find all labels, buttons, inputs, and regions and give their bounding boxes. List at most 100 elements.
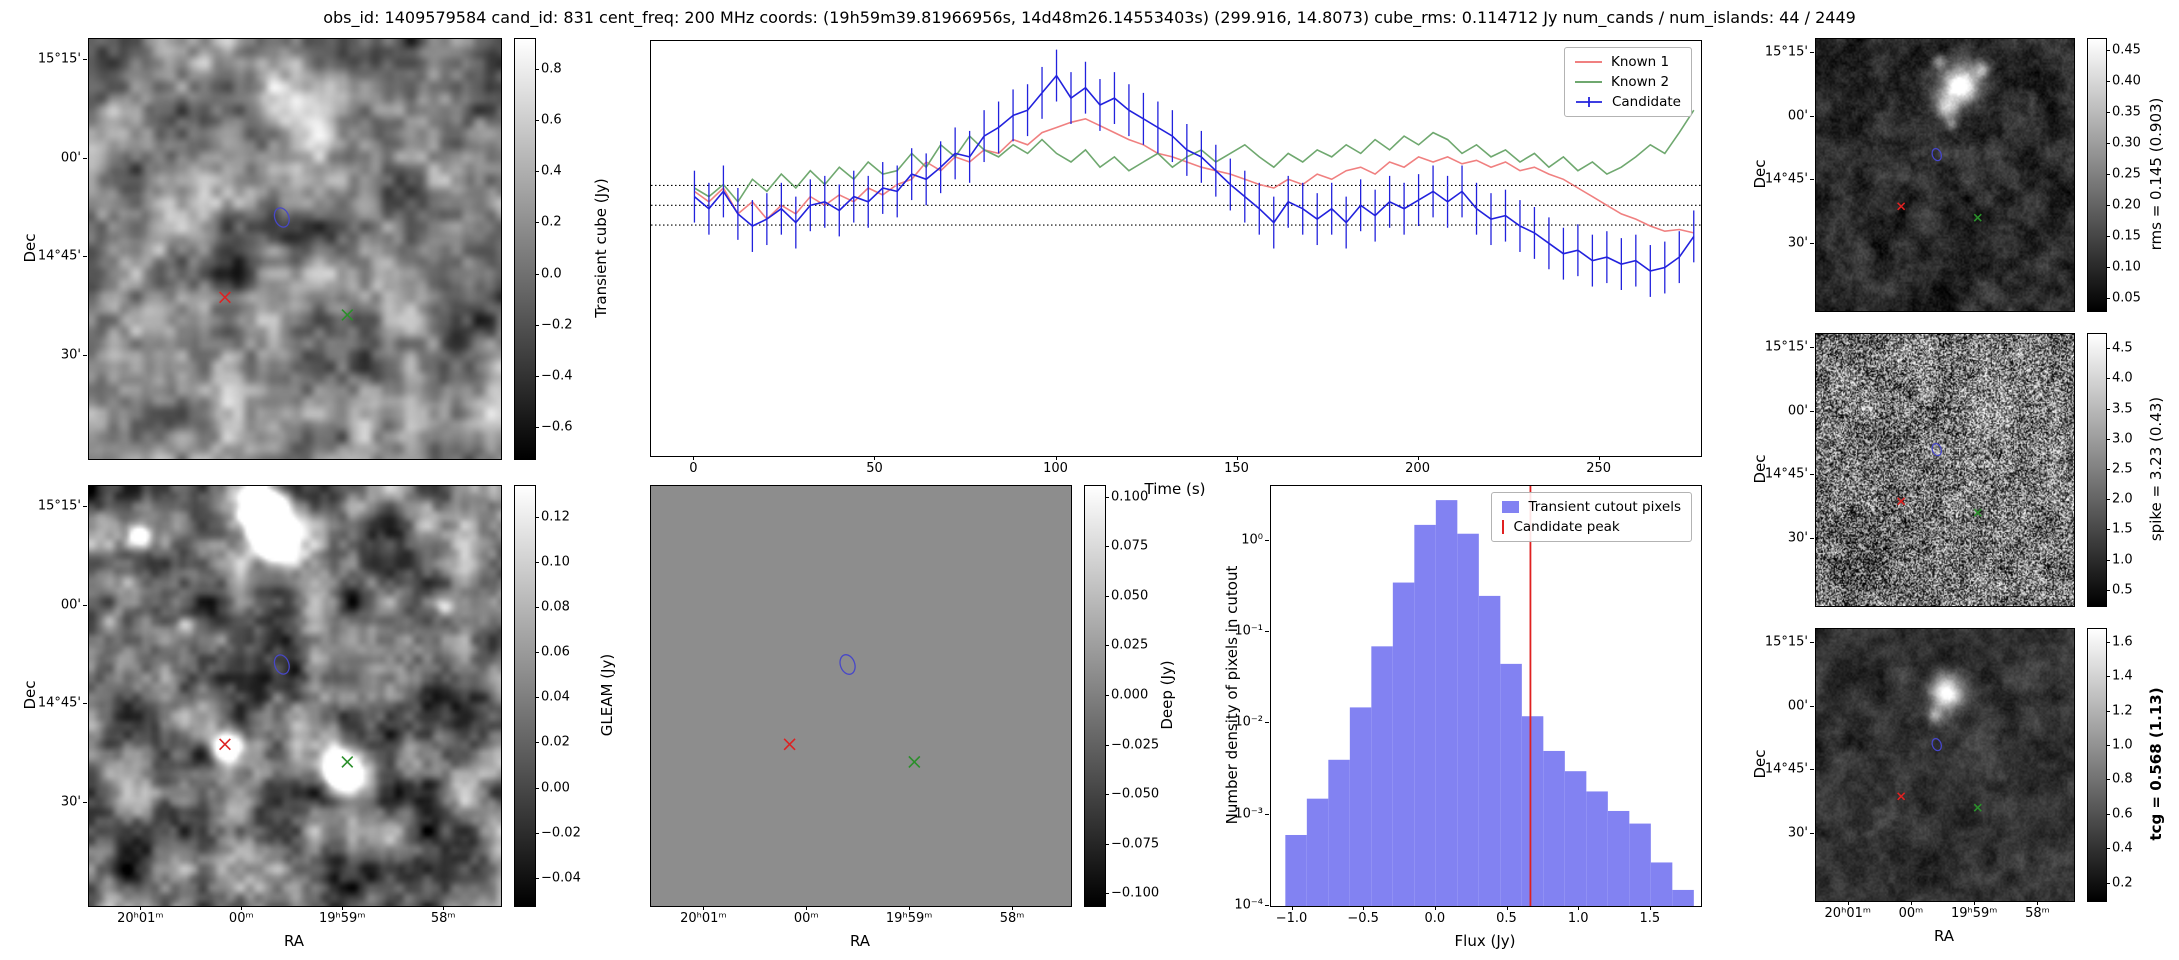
colorbar-tick-label: 0.05 [2112, 290, 2141, 306]
tick-mark [1434, 906, 1436, 910]
legend-label-known2: Known 2 [1610, 74, 1670, 90]
legend-item-known2: Known 2 [1574, 74, 1681, 90]
tick-mark [1291, 906, 1293, 910]
tick-mark [535, 171, 539, 173]
flux-axis-label: Flux (Jy) [1454, 932, 1516, 950]
colorbar-tick-label: 3.5 [2112, 401, 2133, 417]
tick-mark [909, 906, 911, 910]
tick-mark [1105, 794, 1109, 796]
dec-axis-label: Dec [21, 233, 39, 263]
tick-mark [1810, 769, 1814, 771]
dec-tick-label: 00' [1787, 403, 1808, 419]
tick-mark [1363, 906, 1365, 910]
tick-mark [83, 506, 87, 507]
tick-mark [2106, 848, 2110, 850]
tick-mark [874, 456, 876, 460]
dec-tick-label: 15°15' [37, 51, 81, 67]
candidate-errorbar-swatch [1575, 97, 1602, 107]
time-tick-label: 200 [1405, 461, 1430, 476]
tick-mark [2106, 559, 2110, 561]
time-tick-label: 150 [1224, 461, 1249, 476]
colorbar-tick-label: −0.4 [541, 368, 573, 384]
tick-mark [2106, 641, 2110, 643]
tick-mark [535, 516, 539, 518]
tick-mark [1265, 813, 1269, 815]
tcg-colorbar [2087, 628, 2107, 902]
tick-mark [2106, 882, 2110, 884]
tick-mark [83, 355, 87, 357]
dec-tick-label: 00' [1787, 108, 1808, 124]
tick-mark [1055, 456, 1057, 460]
colorbar-tick-label: 0.4 [2112, 840, 2133, 856]
tick-mark [83, 604, 87, 606]
time-tick-label: 50 [866, 461, 883, 476]
known1-line-swatch [1574, 61, 1602, 63]
tick-mark [2106, 589, 2110, 591]
colorbar-tick-label: 0.050 [1111, 588, 1149, 604]
tick-mark [1810, 538, 1814, 540]
tick-mark [2106, 348, 2110, 350]
dec-tick-label: 30' [60, 347, 81, 363]
tick-mark [2106, 676, 2110, 678]
tcg-cutout-image [1816, 629, 2074, 901]
tick-mark [535, 697, 539, 699]
legend-label-candidate: Candidate [1611, 94, 1681, 110]
gleam-markers-overlay [219, 654, 354, 768]
dec-tick-label: 14°45' [1764, 466, 1808, 482]
colorbar-tick-label: 0.10 [541, 554, 570, 570]
tick-mark [535, 68, 539, 70]
tick-mark [535, 832, 539, 834]
colorbar-tick-label: 2.0 [2112, 491, 2133, 507]
colorbar-tick-label: 0.2 [541, 214, 562, 230]
colorbar-tick-label: 0.30 [2112, 135, 2141, 151]
flux-tick-label: 1.0 [1567, 911, 1589, 926]
spike-markers-overlay [1897, 442, 1982, 517]
time-axis-label: Time (s) [1144, 480, 1206, 498]
histogram-panel [1270, 485, 1702, 907]
dec-tick-label: 14°45' [37, 695, 81, 711]
tick-mark [1105, 893, 1109, 895]
tick-mark [535, 787, 539, 789]
tick-mark [535, 561, 539, 563]
tick-mark [83, 802, 87, 804]
colorbar-tick-label: 0.06 [541, 644, 570, 660]
tick-mark [1578, 906, 1580, 910]
tick-mark [83, 59, 87, 60]
flux-tick-label: 0.0 [1424, 911, 1446, 926]
tick-mark [1012, 906, 1014, 910]
dec-axis-label: Dec [21, 680, 39, 710]
tick-mark [1105, 546, 1109, 548]
deep-markers-overlay [783, 654, 921, 768]
colorbar-tick-label: 0.15 [2112, 228, 2141, 244]
tick-mark [241, 906, 243, 910]
tick-mark [535, 606, 539, 608]
dec-tick-label: 30' [1787, 825, 1808, 841]
tick-mark [1506, 906, 1508, 910]
dec-tick-label: 14°45' [1764, 171, 1808, 187]
colorbar-tick-label: 0.40 [2112, 73, 2141, 89]
colorbar-tick-label: 0.20 [2112, 197, 2141, 213]
gleam-cutout-image [89, 486, 501, 906]
tick-mark [2106, 266, 2110, 268]
rms-cutout-panel [1815, 38, 2075, 312]
ra-tick-label: 20ʰ01ᵐ [1824, 906, 1871, 921]
ra-tick-label: 58ᵐ [430, 911, 456, 926]
tick-mark [1265, 905, 1269, 906]
ra-tick-label: 00ᵐ [793, 911, 819, 926]
tick-mark [1105, 496, 1109, 498]
ra-tick-label: 00ᵐ [1898, 906, 1924, 921]
tick-mark [1810, 410, 1814, 412]
density-tick-label: 10⁻⁴ [1234, 897, 1263, 913]
dec-tick-label: 14°45' [37, 248, 81, 264]
tick-mark [2106, 710, 2110, 712]
time-tick-label: 250 [1586, 461, 1612, 476]
colorbar-tick-label: −0.04 [541, 870, 581, 886]
tick-mark [2106, 143, 2110, 145]
tick-mark [2106, 81, 2110, 83]
legend-item-candidate: Candidate [1575, 94, 1681, 110]
colorbar-tick-label: 0.6 [2112, 806, 2133, 822]
time-tick-label: 100 [1043, 461, 1068, 476]
colorbar-tick-label: 0.8 [541, 61, 562, 77]
tick-mark [535, 119, 539, 121]
legend-item-cutout-pixels: Transient cutout pixels [1502, 499, 1681, 515]
